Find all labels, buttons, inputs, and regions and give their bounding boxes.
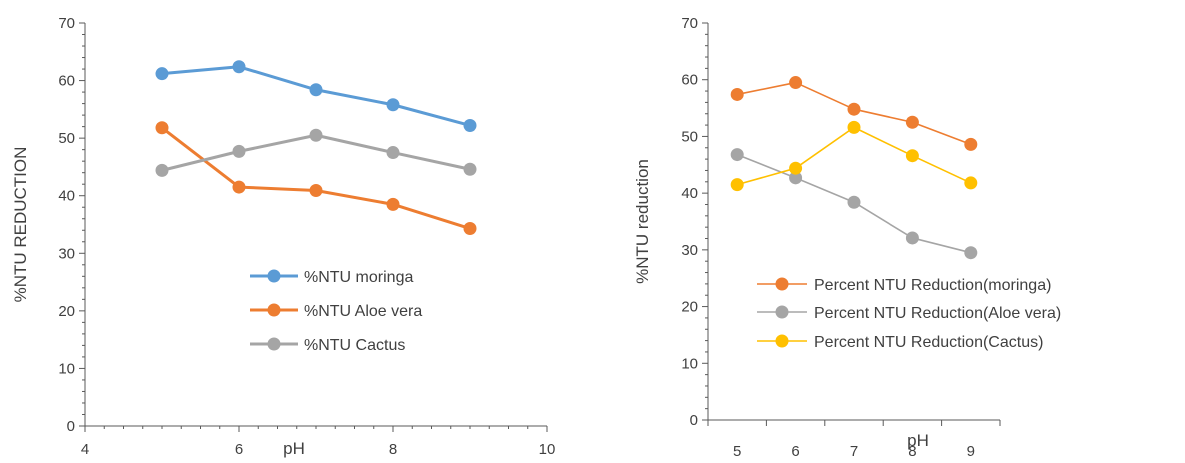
x-tick-label: 8 (389, 441, 397, 458)
y-axis-title: %NTU REDUCTION (11, 147, 30, 303)
y-tick-label: 60 (681, 72, 698, 89)
x-axis-title: pH (283, 439, 305, 458)
data-point (463, 162, 477, 176)
data-point (847, 195, 861, 209)
x-tick-label: 9 (967, 443, 975, 460)
legend-label: Percent NTU Reduction(Cactus) (814, 334, 1043, 351)
y-tick-label: 10 (681, 355, 698, 372)
y-tick-label: 70 (58, 15, 75, 32)
x-axis-title: pH (907, 431, 929, 450)
data-point (789, 76, 803, 90)
legend-label: %NTU Cactus (304, 337, 405, 354)
data-point (232, 144, 246, 158)
data-point (905, 231, 919, 245)
y-tick-label: 70 (681, 15, 698, 32)
y-tick-label: 50 (681, 128, 698, 145)
data-point (730, 148, 744, 162)
legend-label: %NTU Aloe vera (304, 303, 422, 320)
legend-marker (267, 303, 281, 317)
x-tick-label: 10 (539, 441, 556, 458)
data-point (309, 184, 323, 198)
y-tick-label: 60 (58, 73, 75, 90)
y-tick-label: 10 (58, 360, 75, 377)
data-point (905, 115, 919, 129)
legend-label: %NTU moringa (304, 269, 413, 286)
data-point (309, 83, 323, 97)
data-point (463, 118, 477, 132)
data-point (155, 67, 169, 81)
y-tick-label: 40 (58, 188, 75, 205)
data-point (386, 146, 400, 160)
legend-label: Percent NTU Reduction(moringa) (814, 277, 1051, 294)
data-point (463, 222, 477, 236)
x-tick-label: 4 (81, 441, 89, 458)
legend-marker (267, 269, 281, 283)
data-point (386, 197, 400, 211)
y-tick-label: 20 (681, 299, 698, 316)
x-tick-label: 8 (908, 443, 916, 460)
x-tick-label: 6 (235, 441, 243, 458)
x-tick-label: 5 (733, 443, 741, 460)
y-tick-label: 40 (681, 185, 698, 202)
legend-marker (267, 337, 281, 351)
data-point (155, 121, 169, 135)
legend-marker (775, 334, 789, 348)
y-tick-label: 50 (58, 130, 75, 147)
data-point (964, 246, 978, 260)
data-point (730, 87, 744, 101)
data-point (789, 161, 803, 175)
data-point (847, 102, 861, 116)
legend-marker (775, 277, 789, 291)
x-tick-label: 6 (791, 443, 799, 460)
y-tick-label: 20 (58, 303, 75, 320)
data-point (232, 60, 246, 74)
data-point (155, 163, 169, 177)
x-tick-label: 7 (850, 443, 858, 460)
y-tick-label: 0 (690, 412, 698, 429)
data-point (789, 171, 803, 185)
data-point (964, 137, 978, 151)
data-point (847, 120, 861, 134)
data-point (232, 180, 246, 194)
series-line-3 (736, 126, 972, 186)
data-point (964, 176, 978, 190)
data-point (730, 178, 744, 192)
legend-label: Percent NTU Reduction(Aloe vera) (814, 305, 1061, 322)
data-point (386, 98, 400, 112)
y-axis-title: %NTU reduction (633, 159, 652, 284)
legend-marker (775, 305, 789, 319)
y-tick-label: 30 (58, 245, 75, 262)
data-point (309, 128, 323, 142)
data-point (905, 149, 919, 163)
y-tick-label: 30 (681, 242, 698, 259)
y-tick-label: 0 (67, 418, 75, 435)
